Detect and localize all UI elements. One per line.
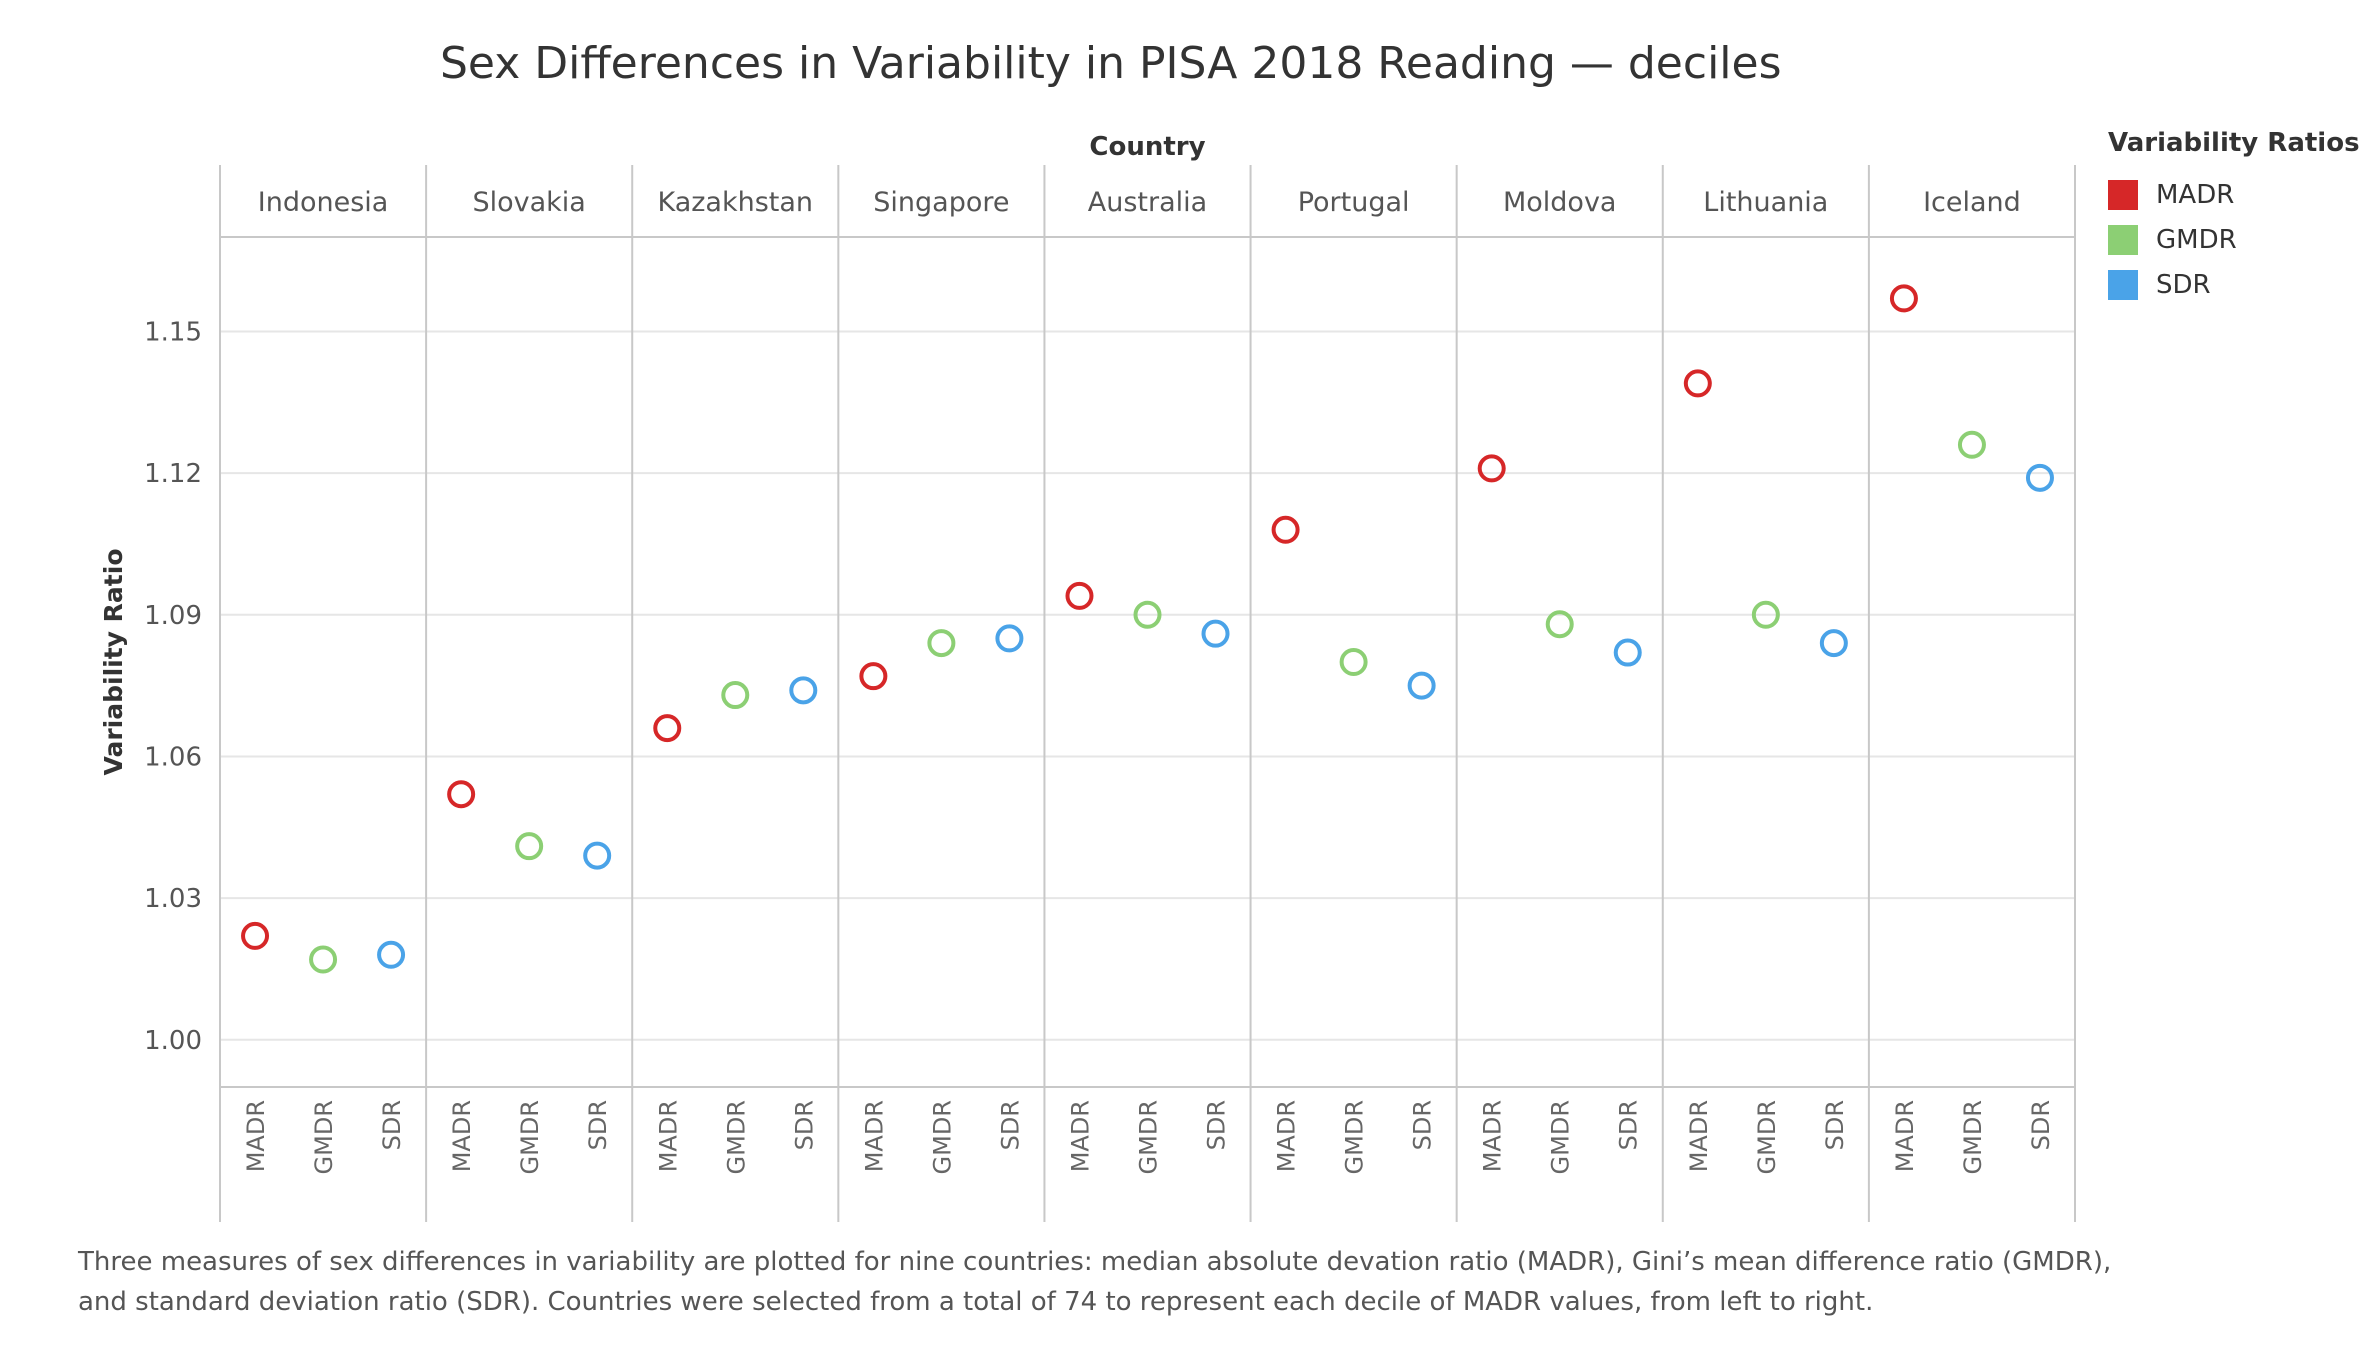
point-moldova-madr: [1477, 454, 1506, 483]
measure-tick-label: MADR: [654, 1100, 682, 1172]
measure-tick-label: GMDR: [1959, 1100, 1987, 1174]
measure-tick-label: GMDR: [516, 1100, 544, 1174]
point-iceland-gmdr: [1957, 430, 1986, 459]
legend-item-madr[interactable]: MADR: [2108, 172, 2360, 217]
country-header-slovakia: Slovakia: [472, 187, 585, 218]
point-singapore-gmdr: [927, 629, 956, 658]
column-header: Country: [1089, 132, 1205, 162]
point-indonesia-madr: [241, 921, 270, 950]
chart-title: Sex Differences in Variability in PISA 2…: [440, 38, 1782, 89]
y-tick-label: 1.03: [144, 884, 202, 914]
measure-tick-label: SDR: [2027, 1100, 2055, 1150]
point-lithuania-gmdr: [1751, 600, 1780, 629]
measure-tick-label: MADR: [1891, 1100, 1919, 1172]
point-singapore-sdr: [995, 624, 1024, 653]
y-tick-label: 1.09: [144, 601, 202, 631]
point-indonesia-sdr: [377, 940, 406, 969]
country-header-kazakhstan: Kazakhstan: [657, 187, 813, 218]
measure-tick-label: MADR: [1685, 1100, 1713, 1172]
measure-tick-label: GMDR: [722, 1100, 750, 1174]
country-header-portugal: Portugal: [1298, 187, 1410, 218]
y-tick-label: 1.06: [144, 742, 202, 772]
caption-line-2: and standard deviation ratio (SDR). Coun…: [78, 1287, 1874, 1317]
point-kazakhstan-madr: [653, 714, 682, 743]
y-tick-label: 1.15: [144, 317, 202, 347]
point-singapore-madr: [859, 662, 888, 691]
caption: Three measures of sex differences in var…: [78, 1242, 2278, 1322]
country-header-australia: Australia: [1088, 187, 1207, 218]
legend-label-sdr: SDR: [2156, 269, 2211, 300]
point-iceland-sdr: [2025, 463, 2054, 492]
measure-tick-label: SDR: [1203, 1100, 1231, 1150]
point-lithuania-sdr: [1819, 629, 1848, 658]
measure-tick-label: MADR: [1066, 1100, 1094, 1172]
measure-tick-label: MADR: [1479, 1100, 1507, 1172]
point-slovakia-sdr: [583, 841, 612, 870]
point-australia-madr: [1065, 581, 1094, 610]
point-indonesia-gmdr: [309, 945, 338, 974]
measure-tick-label: GMDR: [1135, 1100, 1163, 1174]
caption-line-1: Three measures of sex differences in var…: [78, 1247, 2112, 1277]
measure-tick-label: GMDR: [1753, 1100, 1781, 1174]
legend-swatch-gmdr: [2108, 224, 2138, 255]
measure-tick-label: GMDR: [1341, 1100, 1369, 1174]
measure-tick-label: MADR: [448, 1100, 476, 1172]
point-portugal-gmdr: [1339, 648, 1368, 676]
legend-swatch-madr: [2108, 179, 2138, 210]
country-header-moldova: Moldova: [1503, 187, 1617, 218]
point-slovakia-gmdr: [515, 832, 544, 861]
point-portugal-sdr: [1407, 671, 1436, 700]
point-australia-sdr: [1201, 619, 1230, 648]
point-portugal-madr: [1271, 515, 1300, 544]
point-kazakhstan-sdr: [789, 676, 818, 705]
point-slovakia-madr: [447, 780, 476, 809]
point-kazakhstan-gmdr: [721, 681, 750, 710]
measure-tick-label: MADR: [242, 1100, 270, 1172]
y-tick-label: 1.00: [144, 1026, 202, 1056]
measure-tick-label: SDR: [996, 1100, 1024, 1150]
y-tick-label: 1.12: [144, 459, 202, 489]
measure-tick-label: GMDR: [1547, 1100, 1575, 1174]
country-header-lithuania: Lithuania: [1703, 187, 1828, 218]
point-iceland-madr: [1889, 284, 1918, 313]
measure-tick-label: SDR: [584, 1100, 612, 1150]
point-australia-gmdr: [1133, 600, 1162, 629]
legend-swatch-sdr: [2108, 269, 2138, 300]
measure-tick-label: SDR: [1821, 1100, 1849, 1150]
legend-label-gmdr: GMDR: [2156, 224, 2237, 255]
measure-tick-label: SDR: [378, 1100, 406, 1150]
legend-item-gmdr[interactable]: GMDR: [2108, 217, 2360, 262]
legend-item-sdr[interactable]: SDR: [2108, 262, 2360, 307]
country-header-indonesia: Indonesia: [258, 187, 389, 218]
measure-tick-label: SDR: [790, 1100, 818, 1150]
point-moldova-sdr: [1613, 638, 1642, 667]
measure-tick-label: MADR: [860, 1100, 888, 1172]
measure-tick-label: SDR: [1615, 1100, 1643, 1150]
measure-tick-label: GMDR: [310, 1100, 338, 1174]
measure-tick-label: GMDR: [928, 1100, 956, 1174]
country-header-singapore: Singapore: [873, 187, 1009, 218]
country-header-iceland: Iceland: [1923, 187, 2021, 218]
legend: Variability Ratios MADR GMDR SDR: [2108, 128, 2360, 307]
point-moldova-gmdr: [1545, 610, 1574, 639]
measure-tick-label: SDR: [1409, 1100, 1437, 1150]
legend-title: Variability Ratios: [2108, 128, 2360, 158]
legend-label-madr: MADR: [2156, 179, 2235, 210]
point-lithuania-madr: [1683, 369, 1712, 398]
measure-tick-label: MADR: [1273, 1100, 1301, 1172]
y-axis-title: Variability Ratio: [99, 549, 128, 776]
